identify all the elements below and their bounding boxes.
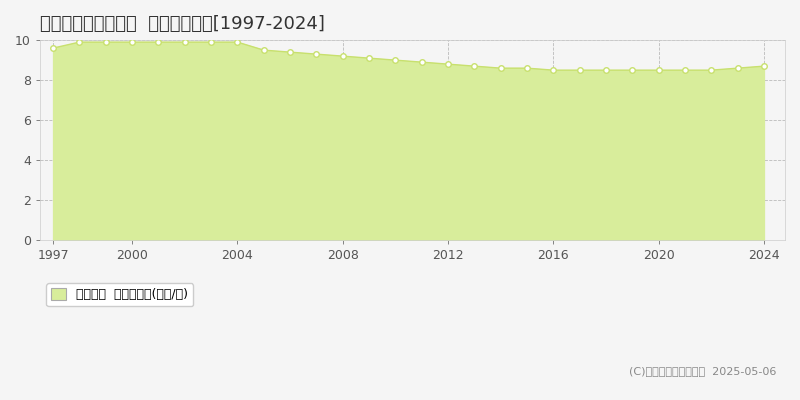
Legend: 基準地価  平均坪単価(万円/坪): 基準地価 平均坪単価(万円/坪) [46, 283, 193, 306]
Text: (C)土地価格ドットコム  2025-05-06: (C)土地価格ドットコム 2025-05-06 [629, 366, 776, 376]
Text: 東諸県郡国富町木脇  基準地価推移[1997-2024]: 東諸県郡国富町木脇 基準地価推移[1997-2024] [40, 15, 325, 33]
